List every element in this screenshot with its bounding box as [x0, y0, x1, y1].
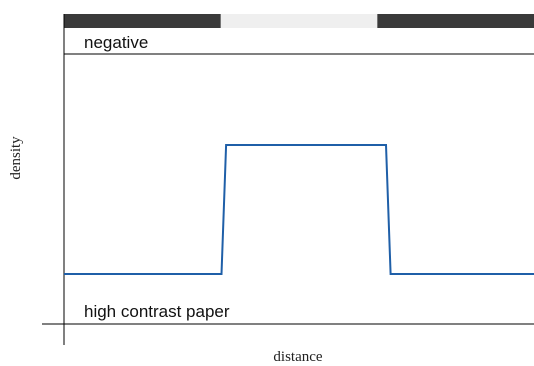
y-axis-label: density [8, 136, 24, 180]
negative-strip [64, 14, 534, 28]
negative-strip-dark-segment [377, 14, 534, 28]
negative-strip-light-segment [220, 14, 378, 28]
x-axis-label: distance [273, 349, 322, 365]
negative-label: negative [84, 33, 148, 52]
paper-label: high contrast paper [84, 302, 230, 321]
density-curve [64, 144, 534, 275]
negative-strip-dark-segment [64, 14, 222, 28]
